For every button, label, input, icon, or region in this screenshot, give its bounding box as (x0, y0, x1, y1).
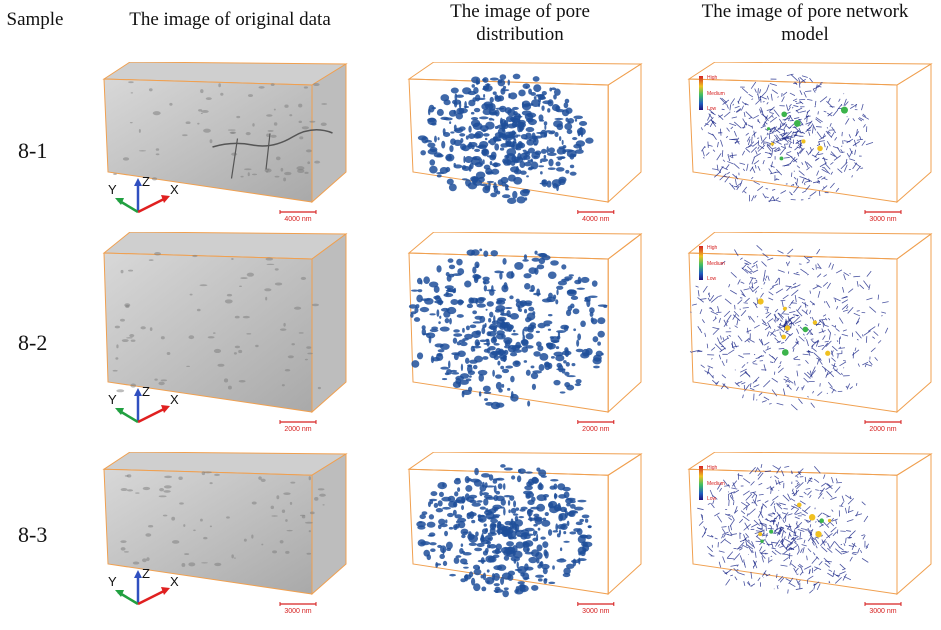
axis-y-label: Y (108, 574, 117, 589)
header-sample: Sample (6, 9, 64, 30)
scale-bar-label: 2000 nm (869, 426, 896, 433)
scale-bar-label: 3000 nm (582, 608, 609, 615)
axis-y-label: Y (108, 392, 117, 407)
net-image-8-3: High Medium Low 3000 nm (687, 451, 933, 615)
axis-x-label: X (170, 182, 179, 197)
legend-high-label: High (707, 75, 718, 81)
scale-bar-pore-8-1: 4000 nm (577, 210, 615, 223)
pore-panel-8-1: 4000 nm (405, 61, 645, 232)
orig-image-8-2: Z Y X 2000 nm (102, 231, 348, 433)
axis-triad-8-3: ZY X (108, 566, 179, 606)
axis-triad-8-2: ZY X (108, 384, 179, 424)
legend-high-label: High (707, 465, 718, 471)
axis-z-label: Z (142, 566, 150, 581)
legend-medium-label: Medium (707, 261, 725, 267)
orig-panel-8-1: Z Y X 4000 nm (100, 61, 350, 232)
scale-bar-orig-8-2: 2000 nm (279, 420, 317, 433)
scale-bar-net-8-2: 2000 nm (864, 420, 902, 433)
scale-bar-label: 4000 nm (284, 216, 311, 223)
axis-triad-8-1: ZY X (108, 174, 179, 214)
legend-low-label: Low (707, 496, 717, 502)
legend-medium-label: Medium (707, 91, 725, 97)
scale-bar-pore-8-2: 2000 nm (577, 420, 615, 433)
header-pore-distribution: The image of pore distribution (405, 0, 635, 46)
scale-bar-orig-8-3: 3000 nm (279, 602, 317, 615)
row-label-8-1: 8-1 (18, 138, 48, 163)
axis-y-label: Y (108, 182, 117, 197)
net-image-8-1: High Medium Low 3000 nm (687, 61, 933, 223)
header-pore-network: The image of pore network model (670, 0, 940, 46)
pore-panel-8-2: 2000 nm (405, 231, 645, 442)
header-network-line1: The image of pore network (701, 1, 909, 22)
net-image-8-2: High Medium Low 2000 nm (687, 231, 933, 433)
orig-image-8-3: Z Y X 3000 nm (102, 451, 348, 615)
row-label-8-3: 8-3 (18, 522, 48, 547)
legend-high-label: High (707, 245, 718, 251)
scale-bar-pore-8-3: 3000 nm (577, 602, 615, 615)
header-pore-line2: distribution (476, 24, 564, 45)
scale-bar-label: 3000 nm (869, 608, 896, 615)
color-legend-8-3: High Medium Low (699, 465, 725, 502)
legend-low-label: Low (707, 276, 717, 282)
pore-image-8-2: 2000 nm (407, 231, 643, 433)
net-panel-8-1: High Medium Low 3000 nm (685, 61, 935, 232)
legend-low-label: Low (707, 106, 717, 112)
header-original-data: The image of original data (129, 9, 331, 30)
pore-image-8-1: 4000 nm (407, 61, 643, 223)
axis-z-label: Z (142, 384, 150, 399)
scale-bar-label: 2000 nm (284, 426, 311, 433)
axis-x-label: X (170, 392, 179, 407)
pore-image-8-3: 3000 nm (407, 451, 643, 615)
scale-bar-label: 4000 nm (582, 216, 609, 223)
header-pore-line1: The image of pore (450, 1, 590, 22)
orig-panel-8-3: Z Y X 3000 nm (100, 451, 350, 624)
orig-panel-8-2: Z Y X 2000 nm (100, 231, 350, 442)
pore-panel-8-3: 3000 nm (405, 451, 645, 624)
legend-medium-label: Medium (707, 481, 725, 487)
scale-bar-net-8-1: 3000 nm (864, 210, 902, 223)
scale-bar-orig-8-1: 4000 nm (279, 210, 317, 223)
net-panel-8-3: High Medium Low 3000 nm (685, 451, 935, 624)
scale-bar-label: 2000 nm (582, 426, 609, 433)
scale-bar-net-8-3: 3000 nm (864, 602, 902, 615)
scale-bar-label: 3000 nm (869, 216, 896, 223)
header-network-line2: model (781, 24, 829, 45)
axis-x-label: X (170, 574, 179, 589)
orig-image-8-1: Z Y X 4000 nm (102, 61, 348, 223)
color-legend-8-1: High Medium Low (699, 75, 725, 112)
row-label-8-2: 8-2 (18, 330, 48, 355)
axis-z-label: Z (142, 174, 150, 189)
scale-bar-label: 3000 nm (284, 608, 311, 615)
color-legend-8-2: High Medium Low (699, 245, 725, 282)
net-panel-8-2: High Medium Low 2000 nm (685, 231, 935, 442)
